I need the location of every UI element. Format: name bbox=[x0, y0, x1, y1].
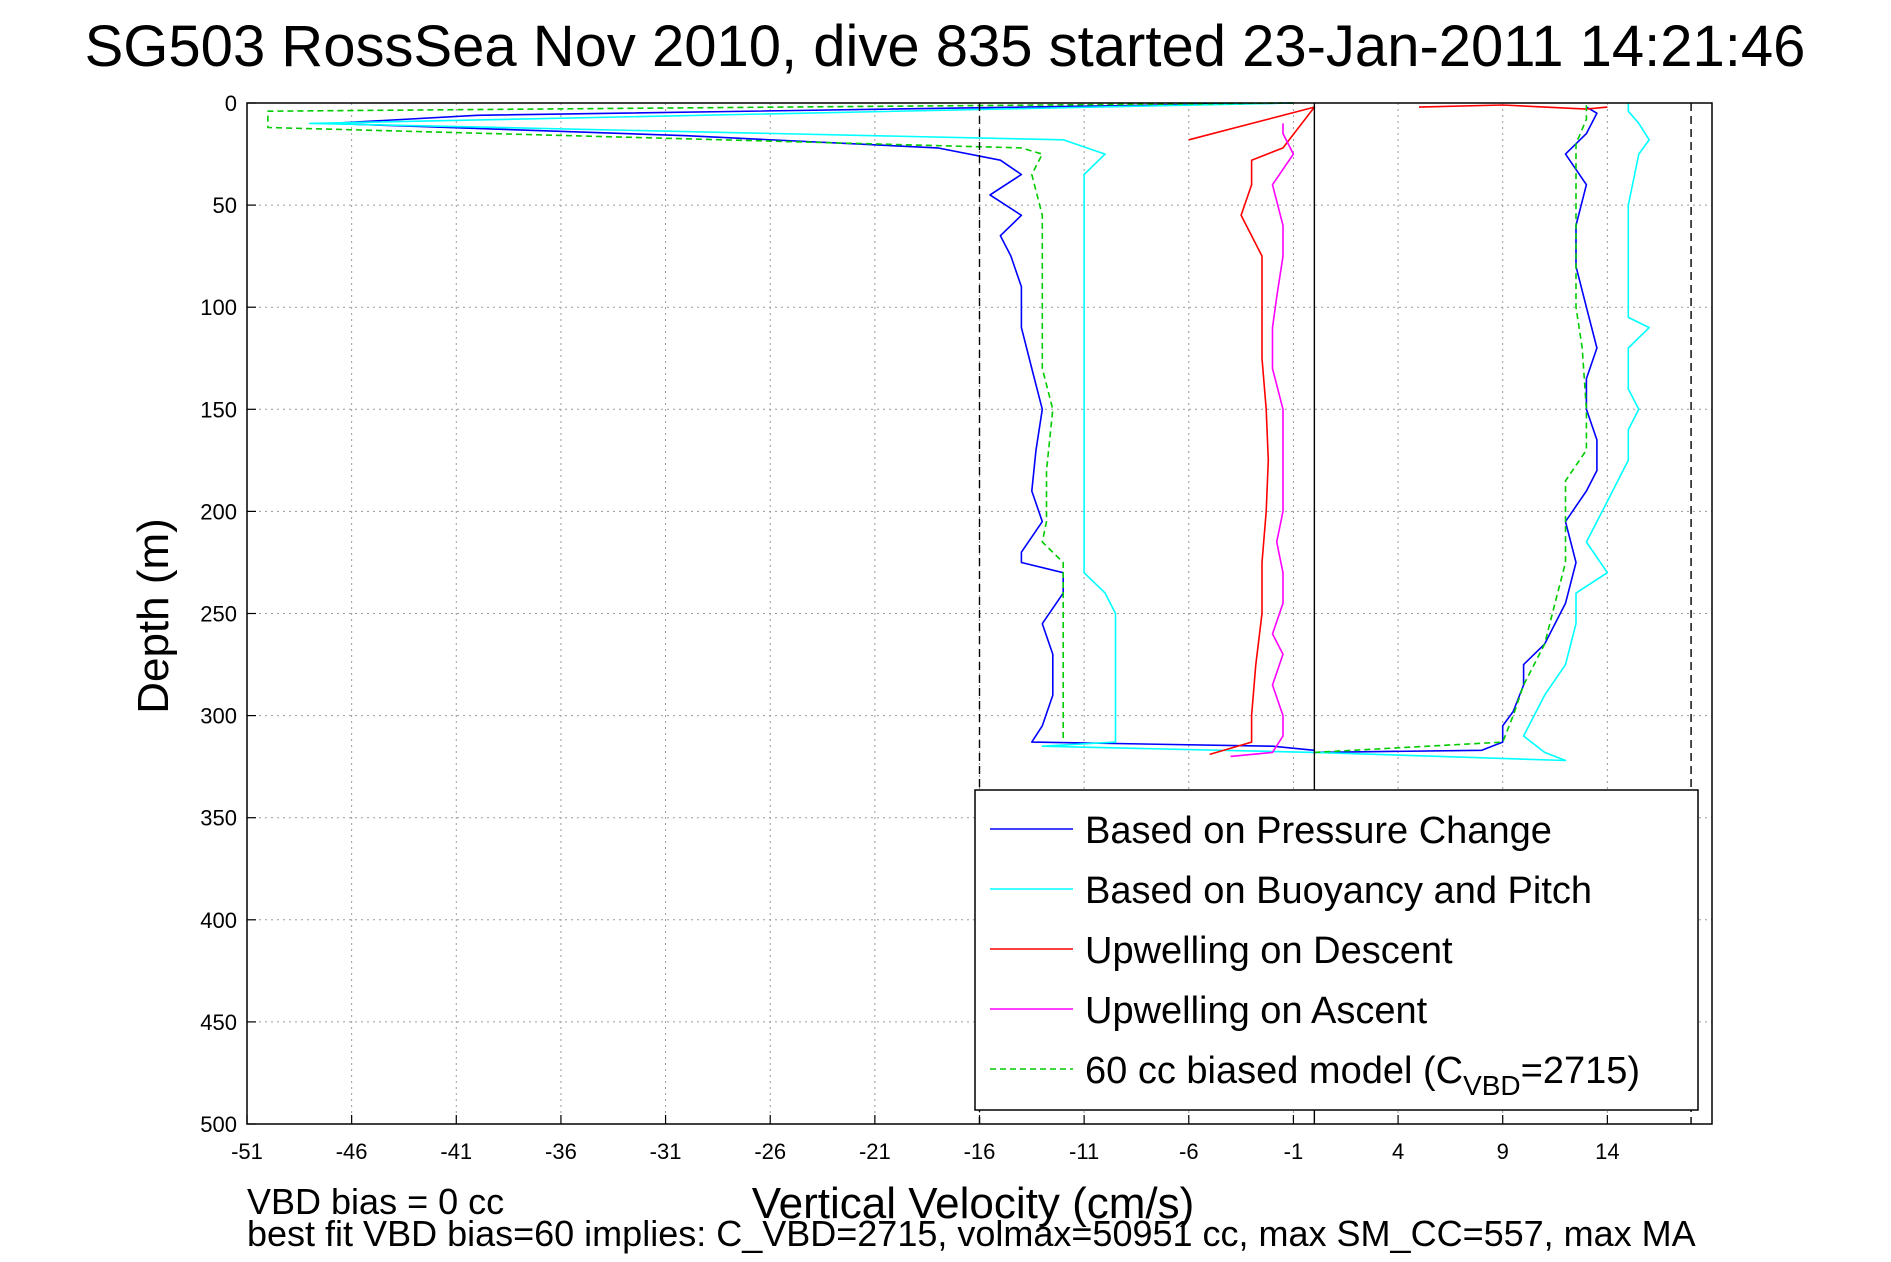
x-tick-label: 9 bbox=[1497, 1139, 1509, 1164]
series-line bbox=[1188, 106, 1316, 756]
y-tick-label: 300 bbox=[200, 704, 237, 729]
series-line bbox=[1230, 123, 1295, 758]
x-axis-ticks: -51 -46 -41 -36 -31 -26 -21 -16 -11 -6 -1 4 9 14 bbox=[231, 1115, 1620, 1164]
x-tick-label: -26 bbox=[754, 1139, 786, 1164]
footer-line-2: best fit VBD bias=60 implies: C_VBD=2715… bbox=[247, 1213, 1696, 1254]
x-tick-label: -41 bbox=[440, 1139, 472, 1164]
x-tick-label: -11 bbox=[1069, 1139, 1099, 1164]
chart-title: SG503 RossSea Nov 2010, dive 835 started… bbox=[85, 14, 1806, 79]
x-tick-label: -31 bbox=[650, 1139, 682, 1164]
series-line bbox=[309, 102, 1315, 754]
y-axis-label: Depth (m) bbox=[129, 518, 178, 714]
series-line bbox=[1314, 103, 1650, 762]
y-tick-label: 400 bbox=[200, 908, 237, 933]
x-tick-label: -16 bbox=[964, 1139, 996, 1164]
legend-label: Upwelling on Descent bbox=[1085, 930, 1453, 972]
x-tick-label: -46 bbox=[336, 1139, 368, 1164]
series-line bbox=[1314, 106, 1598, 754]
legend-label: 60 cc biased model (CVBD=2715) bbox=[1085, 1050, 1640, 1101]
series-line bbox=[1418, 104, 1608, 110]
y-tick-label: 50 bbox=[213, 193, 237, 218]
y-tick-label: 150 bbox=[200, 397, 237, 422]
series-line bbox=[329, 102, 1315, 752]
y-tick-label: 0 bbox=[225, 91, 237, 116]
x-axis-label: Vertical Velocity (cm/s) bbox=[752, 1179, 1195, 1228]
legend-label: Upwelling on Ascent bbox=[1085, 990, 1428, 1032]
legend-label: Based on Buoyancy and Pitch bbox=[1085, 870, 1592, 912]
x-tick-label: 14 bbox=[1595, 1139, 1619, 1164]
x-tick-label: -6 bbox=[1179, 1139, 1199, 1164]
y-tick-label: 350 bbox=[200, 806, 237, 831]
y-tick-label: 500 bbox=[200, 1112, 237, 1137]
legend: Based on Pressure Change Based on Buoyanc… bbox=[974, 789, 1699, 1111]
x-tick-label: -21 bbox=[859, 1139, 891, 1164]
x-tick-label: -51 bbox=[231, 1139, 263, 1164]
series-line bbox=[267, 102, 1294, 743]
y-tick-label: 200 bbox=[200, 499, 237, 524]
legend-entries: Based on Pressure Change Based on Buoyanc… bbox=[990, 810, 1640, 1101]
y-tick-label: 450 bbox=[200, 1010, 237, 1035]
y-tick-label: 100 bbox=[200, 295, 237, 320]
series-layer bbox=[267, 102, 1650, 762]
y-tick-label: 250 bbox=[200, 602, 237, 627]
x-tick-label: -1 bbox=[1284, 1139, 1304, 1164]
y-axis-ticks: 0 50 100 150 200 250 300 350 400 450 500 bbox=[200, 91, 256, 1137]
x-tick-label: -36 bbox=[545, 1139, 577, 1164]
x-tick-label: 4 bbox=[1392, 1139, 1404, 1164]
legend-label: Based on Pressure Change bbox=[1085, 810, 1552, 852]
series-line bbox=[1314, 103, 1588, 754]
legend-box bbox=[974, 789, 1699, 1111]
footer-line-1: VBD bias = 0 cc bbox=[247, 1181, 504, 1222]
